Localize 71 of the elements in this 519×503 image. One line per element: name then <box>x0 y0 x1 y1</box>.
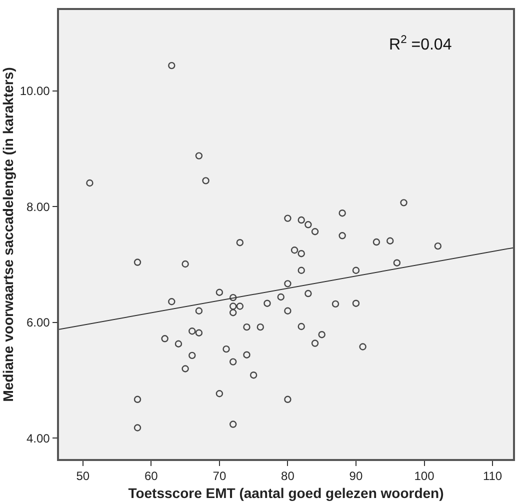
point <box>86 179 94 187</box>
x-tick-label: 110 <box>482 469 502 484</box>
point <box>222 345 230 353</box>
point <box>304 290 312 298</box>
x-tick-label: 70 <box>212 469 226 484</box>
point <box>284 280 292 288</box>
point <box>264 300 271 307</box>
point <box>311 340 319 347</box>
x-axis-title: Toetsscore EMT (aantal goed gelezen woorden) <box>128 484 444 501</box>
point <box>134 258 142 266</box>
x-tick-label: 80 <box>281 469 295 484</box>
point <box>195 152 203 160</box>
point <box>298 250 305 258</box>
point <box>352 300 360 307</box>
point <box>134 396 142 403</box>
y-axis-title: Mediane voorwaartse saccadelengte (in karakters) <box>0 67 16 402</box>
point <box>332 300 340 308</box>
point <box>188 328 196 335</box>
point <box>236 239 244 246</box>
point <box>161 335 168 342</box>
point <box>229 309 237 316</box>
point <box>352 266 360 274</box>
point <box>134 424 142 432</box>
point <box>393 259 401 266</box>
point <box>216 288 224 296</box>
point <box>311 228 319 236</box>
point <box>195 307 203 314</box>
point <box>434 242 442 250</box>
point <box>229 294 237 302</box>
point <box>182 365 189 372</box>
point <box>284 307 292 314</box>
point <box>174 340 182 348</box>
point <box>250 372 258 379</box>
x-tick-label: 100 <box>414 469 435 484</box>
x-tick-label: 50 <box>76 469 90 484</box>
point <box>168 62 176 70</box>
point <box>304 221 312 228</box>
point <box>168 298 176 306</box>
point <box>216 390 224 398</box>
point <box>359 343 366 350</box>
point <box>256 323 264 331</box>
y-tick-label: 10.00 <box>20 84 50 98</box>
point <box>236 302 244 310</box>
point <box>298 266 305 274</box>
point <box>298 322 305 330</box>
x-tick-label: 90 <box>349 469 363 484</box>
x-tick-label: 60 <box>144 469 158 484</box>
point <box>372 238 380 246</box>
point <box>338 209 346 217</box>
point <box>188 352 196 360</box>
point <box>202 177 210 184</box>
point <box>243 351 250 358</box>
y-tick-label: 8.00 <box>26 200 50 214</box>
point <box>318 331 326 338</box>
point <box>182 260 189 268</box>
y-tick-label: 4.00 <box>26 431 50 446</box>
point <box>195 329 203 336</box>
point <box>284 214 292 222</box>
point <box>298 216 305 224</box>
point <box>290 246 298 254</box>
point <box>243 323 250 331</box>
point <box>229 358 237 366</box>
point <box>229 302 237 310</box>
point <box>386 237 394 244</box>
annotation: R$^{2}$ =0.04 <box>389 34 452 54</box>
point <box>284 396 292 403</box>
point <box>229 420 237 428</box>
point <box>277 293 284 301</box>
y-tick-label: 6.00 <box>26 316 50 330</box>
point <box>338 232 346 240</box>
point <box>400 199 408 206</box>
